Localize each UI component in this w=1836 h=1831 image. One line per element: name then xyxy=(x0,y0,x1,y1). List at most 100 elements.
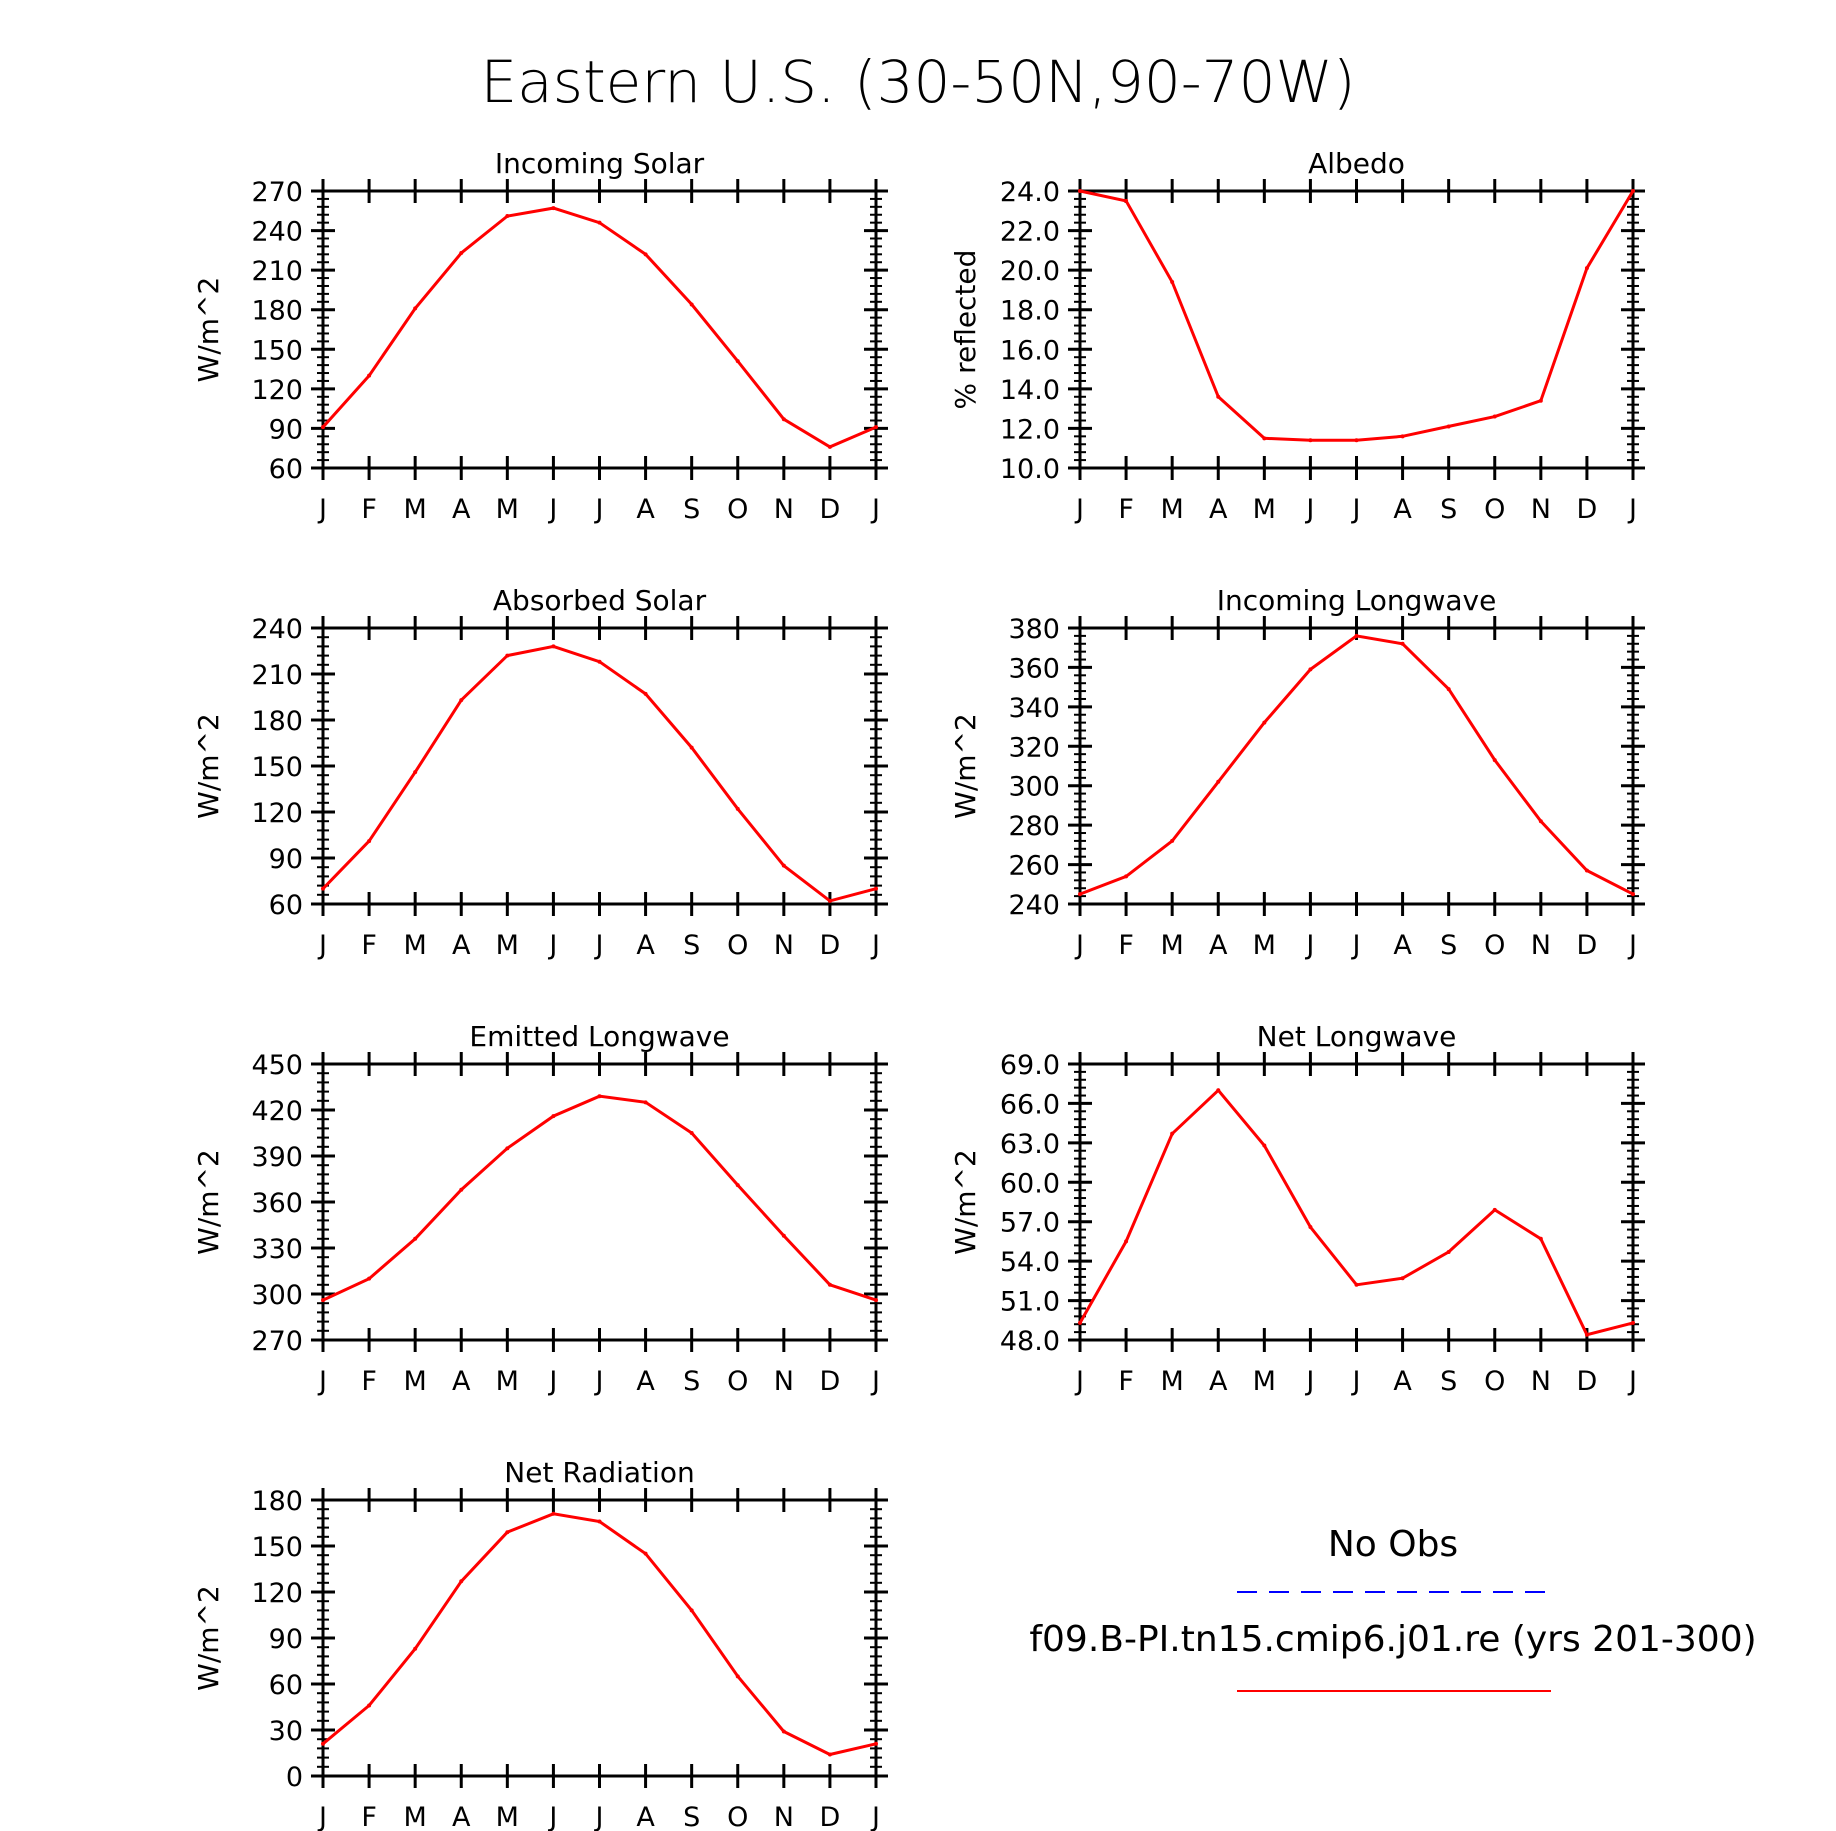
x-tick-label: S xyxy=(1440,1366,1457,1397)
data-point xyxy=(781,1233,786,1238)
x-tick-label: J xyxy=(547,1366,557,1397)
x-tick-label: M xyxy=(404,494,427,525)
data-point xyxy=(551,206,556,211)
x-tick-label: F xyxy=(361,1802,377,1831)
data-point xyxy=(321,886,325,891)
data-point xyxy=(1400,434,1405,439)
y-tick-label: 66.0 xyxy=(1000,1089,1060,1120)
x-tick-label: S xyxy=(1440,494,1457,525)
y-axis-label: % reflected xyxy=(949,250,982,410)
y-axis-label: W/m^2 xyxy=(949,713,982,819)
y-tick-label: 57.0 xyxy=(1000,1208,1060,1239)
data-point xyxy=(1584,1332,1589,1337)
data-point xyxy=(551,1114,556,1119)
y-tick-label: 14.0 xyxy=(1000,375,1060,406)
x-tick-label: A xyxy=(1393,930,1412,961)
x-tick-label: D xyxy=(820,494,841,525)
panel-title: Incoming Solar xyxy=(495,147,705,180)
y-tick-label: 300 xyxy=(1008,772,1060,803)
x-tick-label: J xyxy=(1074,1366,1084,1397)
data-point xyxy=(1078,892,1082,897)
data-point xyxy=(643,1100,648,1105)
y-axis-label: W/m^2 xyxy=(192,277,225,383)
data-point xyxy=(874,886,878,891)
chart-panel-albedo: J F M A M J J A S O N D J24.022.020.018.016.014.012.… xyxy=(949,147,1645,525)
x-tick-label: M xyxy=(1253,1366,1276,1397)
y-tick-label: 270 xyxy=(251,1326,303,1357)
data-point xyxy=(1308,1224,1313,1229)
y-tick-label: 60 xyxy=(269,890,303,921)
data-point xyxy=(1078,189,1082,193)
panel-title: Albedo xyxy=(1308,147,1405,180)
data-point xyxy=(459,250,464,255)
x-tick-label: M xyxy=(404,1802,427,1831)
x-tick-label: A xyxy=(1393,1366,1412,1397)
x-tick-label: J xyxy=(594,494,604,525)
data-point xyxy=(689,302,694,307)
x-tick-label: M xyxy=(496,494,519,525)
y-tick-label: 210 xyxy=(251,660,303,691)
data-point xyxy=(1262,720,1267,725)
panel-title: Net Radiation xyxy=(504,1456,694,1489)
data-point xyxy=(367,1703,372,1708)
x-tick-label: A xyxy=(636,930,655,961)
data-point xyxy=(827,1282,832,1287)
x-tick-label: M xyxy=(496,930,519,961)
chart-panels: J F M A M J J A S O N D J2702402101801501209060Incom… xyxy=(192,147,1645,1831)
data-point xyxy=(781,863,786,868)
data-point xyxy=(459,1579,464,1584)
x-tick-label: D xyxy=(1577,494,1598,525)
x-tick-label: F xyxy=(1118,930,1134,961)
x-tick-label: O xyxy=(727,1802,748,1831)
x-tick-label: D xyxy=(1577,1366,1598,1397)
y-tick-label: 360 xyxy=(251,1188,303,1219)
x-tick-label: O xyxy=(1484,494,1505,525)
y-tick-label: 10.0 xyxy=(1000,454,1060,485)
x-tick-label: S xyxy=(683,494,700,525)
x-tick-label: J xyxy=(1627,930,1637,961)
y-tick-label: 24.0 xyxy=(1000,177,1060,208)
x-tick-label: M xyxy=(1161,930,1184,961)
x-tick-label: F xyxy=(361,1366,377,1397)
x-tick-label: M xyxy=(1253,494,1276,525)
y-tick-label: 300 xyxy=(251,1280,303,1311)
data-point xyxy=(551,1511,556,1516)
x-tick-label: M xyxy=(404,1366,427,1397)
x-tick-label: M xyxy=(1253,930,1276,961)
x-tick-label: N xyxy=(1531,1366,1551,1397)
data-point xyxy=(1262,1143,1267,1148)
x-tick-label: J xyxy=(594,1802,604,1831)
y-tick-label: 120 xyxy=(251,798,303,829)
data-point xyxy=(1631,189,1635,193)
x-tick-label: F xyxy=(1118,1366,1134,1397)
y-axis-label: W/m^2 xyxy=(192,713,225,819)
y-tick-label: 360 xyxy=(1008,653,1060,684)
y-tick-label: 180 xyxy=(251,706,303,737)
x-tick-label: O xyxy=(1484,930,1505,961)
data-point xyxy=(551,644,556,649)
data-point xyxy=(643,252,648,257)
data-point xyxy=(1170,1131,1175,1136)
y-tick-label: 150 xyxy=(251,1532,303,1563)
x-tick-label: M xyxy=(1161,494,1184,525)
y-tick-label: 210 xyxy=(251,256,303,287)
data-point xyxy=(1538,398,1543,403)
x-tick-label: M xyxy=(496,1802,519,1831)
y-tick-label: 270 xyxy=(251,177,303,208)
x-tick-label: D xyxy=(820,1366,841,1397)
y-tick-label: 18.0 xyxy=(1000,296,1060,327)
y-tick-label: 90 xyxy=(269,844,303,875)
legend: No Obs f09.B-PI.tn15.cmip6.j01.re (yrs 2… xyxy=(1029,1524,1757,1692)
data-point xyxy=(1492,1207,1497,1212)
y-tick-label: 330 xyxy=(251,1234,303,1265)
chart-panel-incoming-longwave: J F M A M J J A S O N D J380360340320300280260240Inc… xyxy=(949,584,1645,961)
y-tick-label: 48.0 xyxy=(1000,1326,1060,1357)
x-tick-label: O xyxy=(727,930,748,961)
x-tick-label: A xyxy=(452,494,471,525)
y-tick-label: 180 xyxy=(251,296,303,327)
y-tick-label: 120 xyxy=(251,375,303,406)
y-tick-label: 51.0 xyxy=(1000,1287,1060,1318)
data-point xyxy=(1400,1276,1405,1281)
data-point xyxy=(874,425,878,430)
